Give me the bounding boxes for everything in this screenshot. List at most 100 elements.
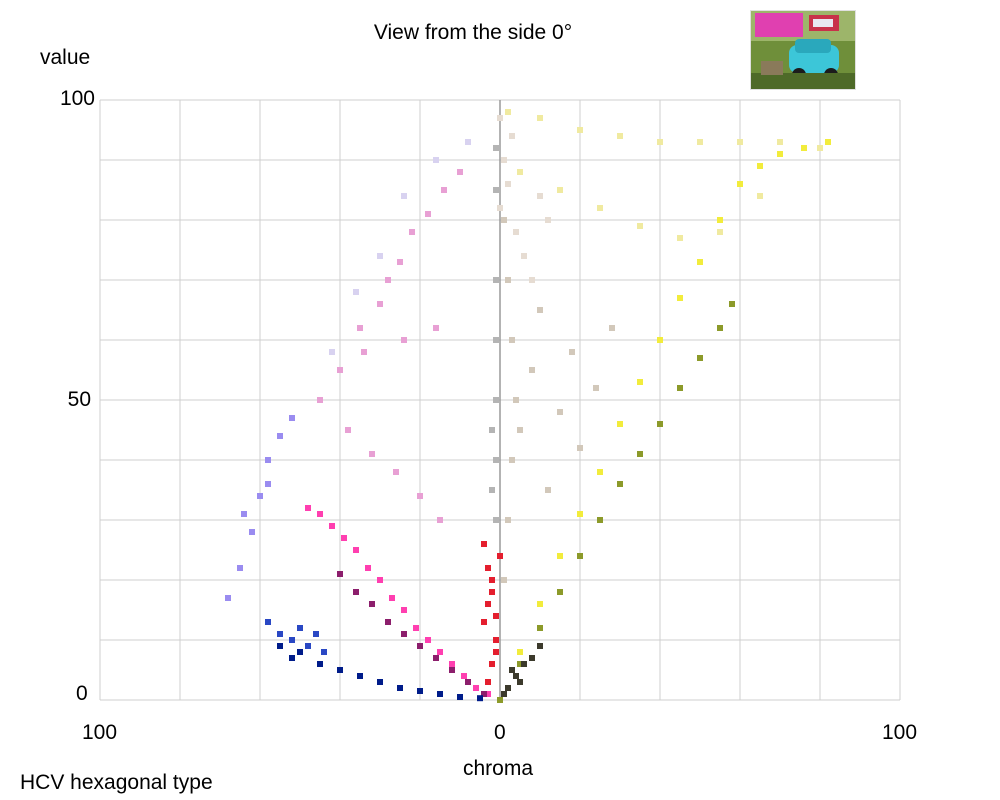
- data-point: [509, 133, 515, 139]
- data-point: [493, 457, 499, 463]
- data-point: [369, 601, 375, 607]
- data-point: [481, 541, 487, 547]
- data-point: [305, 643, 311, 649]
- data-point: [433, 325, 439, 331]
- data-point: [577, 511, 583, 517]
- data-point: [313, 631, 319, 637]
- data-point: [417, 493, 423, 499]
- data-point: [297, 625, 303, 631]
- data-point: [497, 115, 503, 121]
- data-point: [277, 433, 283, 439]
- data-point: [505, 181, 511, 187]
- data-point: [637, 451, 643, 457]
- data-point: [497, 697, 503, 703]
- data-points: [225, 109, 831, 703]
- data-point: [529, 655, 535, 661]
- x-tick-label: 100: [882, 721, 918, 744]
- data-point: [521, 253, 527, 259]
- data-point: [777, 139, 783, 145]
- data-point: [577, 445, 583, 451]
- data-point: [501, 217, 507, 223]
- data-point: [597, 205, 603, 211]
- x-tick-label: 100: [82, 721, 118, 744]
- data-point: [449, 667, 455, 673]
- data-point: [393, 469, 399, 475]
- data-point: [485, 679, 491, 685]
- y-tick-label: 100: [59, 87, 95, 110]
- data-point: [557, 409, 563, 415]
- data-point: [817, 145, 823, 151]
- data-point: [517, 679, 523, 685]
- data-point: [637, 379, 643, 385]
- data-point: [493, 145, 499, 151]
- data-point: [277, 631, 283, 637]
- source-image-thumbnail: [750, 10, 856, 90]
- data-point: [237, 565, 243, 571]
- data-point: [489, 427, 495, 433]
- data-point: [437, 517, 443, 523]
- data-point: [677, 235, 683, 241]
- data-point: [365, 565, 371, 571]
- data-point: [397, 259, 403, 265]
- data-point: [717, 229, 723, 235]
- data-point: [337, 667, 343, 673]
- data-point: [249, 529, 255, 535]
- data-point: [677, 295, 683, 301]
- data-point: [409, 229, 415, 235]
- data-point: [617, 481, 623, 487]
- data-point: [513, 397, 519, 403]
- data-point: [437, 649, 443, 655]
- data-point: [265, 619, 271, 625]
- chart-title: View from the side 0°: [373, 21, 573, 44]
- data-point: [385, 277, 391, 283]
- data-point: [557, 553, 563, 559]
- data-point: [385, 619, 391, 625]
- data-point: [277, 643, 283, 649]
- data-point: [825, 139, 831, 145]
- data-point: [729, 301, 735, 307]
- data-point: [417, 688, 423, 694]
- data-point: [545, 487, 551, 493]
- data-point: [517, 661, 523, 667]
- data-point: [521, 661, 527, 667]
- data-point: [457, 694, 463, 700]
- data-point: [485, 565, 491, 571]
- data-point: [357, 673, 363, 679]
- data-point: [265, 457, 271, 463]
- data-point: [473, 685, 479, 691]
- data-point: [493, 649, 499, 655]
- data-point: [517, 169, 523, 175]
- data-point: [461, 673, 467, 679]
- data-point: [505, 517, 511, 523]
- data-point: [321, 649, 327, 655]
- data-point: [537, 643, 543, 649]
- data-point: [489, 487, 495, 493]
- data-point: [357, 325, 363, 331]
- data-point: [617, 133, 623, 139]
- data-point: [557, 589, 563, 595]
- data-point: [529, 277, 535, 283]
- data-point: [369, 451, 375, 457]
- data-point: [637, 223, 643, 229]
- data-point: [493, 397, 499, 403]
- x-axis-label: chroma: [463, 757, 534, 780]
- color-model-label: HCV hexagonal type: [20, 771, 213, 794]
- x-tick-label: 0: [494, 721, 506, 744]
- data-point: [489, 577, 495, 583]
- data-point: [757, 193, 763, 199]
- y-axis-label: value: [40, 46, 91, 69]
- data-point: [485, 601, 491, 607]
- data-point: [401, 193, 407, 199]
- data-point: [501, 157, 507, 163]
- y-tick-label: 50: [67, 388, 91, 411]
- data-point: [657, 139, 663, 145]
- data-point: [289, 415, 295, 421]
- data-point: [401, 607, 407, 613]
- data-point: [509, 457, 515, 463]
- data-point: [297, 649, 303, 655]
- data-point: [481, 619, 487, 625]
- data-point: [417, 643, 423, 649]
- data-point: [289, 637, 295, 643]
- data-point: [597, 469, 603, 475]
